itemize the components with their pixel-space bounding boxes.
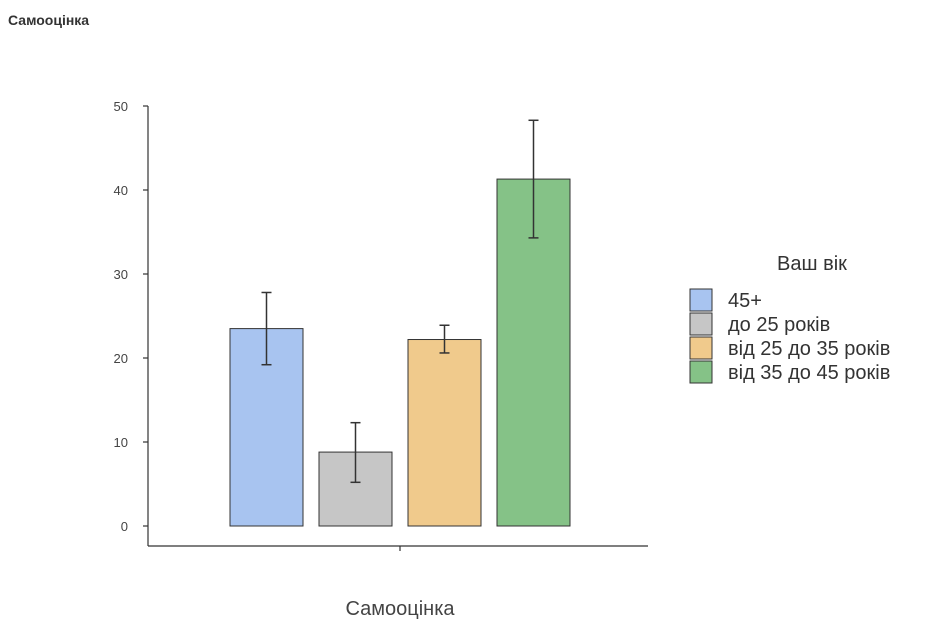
legend-swatch-3 [689, 336, 713, 360]
y-tick-label: 50 [114, 99, 128, 114]
error-bar-3 [439, 324, 450, 354]
legend-label-2: до 25 років [728, 314, 830, 336]
bar-3 [407, 339, 482, 527]
legend-label-4: від 35 до 45 років [728, 362, 890, 384]
legend-label-1: 45+ [728, 290, 762, 312]
legend-swatch-2 [689, 312, 713, 336]
bars [229, 178, 571, 527]
x-axis [148, 545, 648, 551]
legend-swatch-1 [689, 288, 713, 312]
legend-title: Ваш вік [777, 253, 847, 275]
error-bar-2 [350, 421, 361, 484]
y-axis: 0 10 20 30 40 50 [114, 99, 149, 546]
y-tick-label: 20 [114, 351, 128, 366]
y-tick-label: 40 [114, 183, 128, 198]
page-title: Самооцінка [8, 12, 90, 28]
legend-label-3: від 25 до 35 років [728, 338, 890, 360]
y-tick-label: 10 [114, 435, 128, 450]
error-bars [261, 119, 539, 484]
error-bar-4 [528, 119, 539, 239]
y-tick-label: 0 [121, 519, 128, 534]
x-axis-title: Самооцінка [345, 598, 455, 619]
error-bar-1 [261, 291, 272, 366]
legend-swatch-4 [689, 360, 713, 384]
y-tick-label: 30 [114, 267, 128, 282]
